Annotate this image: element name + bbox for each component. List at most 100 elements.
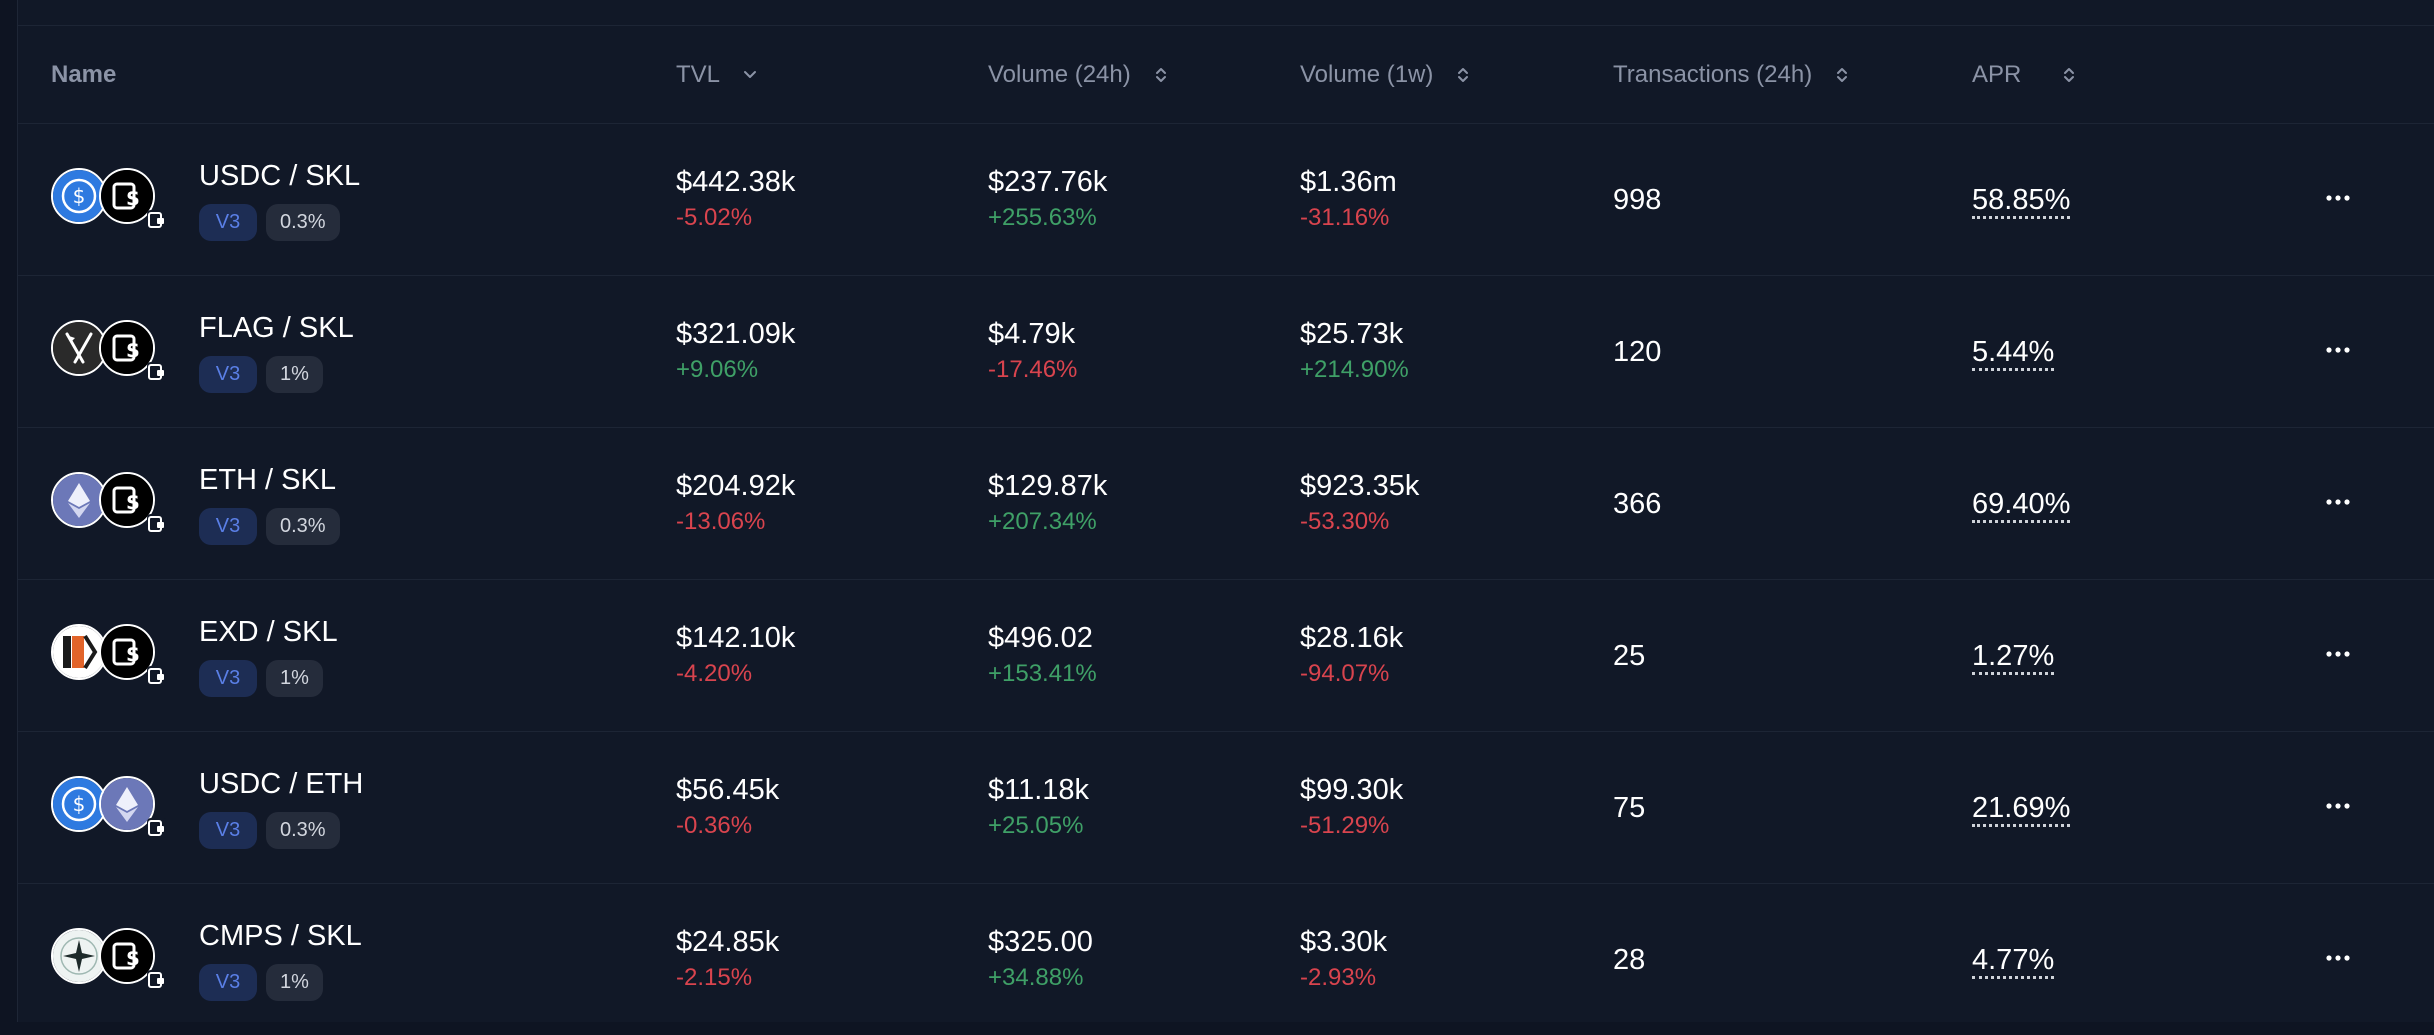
table-row[interactable]: S FLAG / SKL V3 1% $321.09k +9.06% $4.79… bbox=[18, 276, 2434, 428]
chain-icon bbox=[147, 818, 167, 838]
apr-value[interactable]: 58.85% bbox=[1972, 184, 2071, 219]
fee-badge: 0.3% bbox=[266, 508, 340, 545]
version-badge: V3 bbox=[199, 508, 257, 545]
chain-icon bbox=[147, 210, 167, 230]
ellipsis-icon bbox=[2326, 195, 2350, 201]
apr-value[interactable]: 1.27% bbox=[1972, 640, 2055, 675]
svg-text:$: $ bbox=[73, 184, 86, 208]
sort-icon bbox=[1832, 65, 1852, 85]
transactions-24h-value: 998 bbox=[1613, 184, 1662, 216]
tvl-change: -2.15% bbox=[676, 964, 753, 991]
table-top-border bbox=[18, 0, 2434, 26]
token-pair-icons: S bbox=[51, 320, 167, 386]
svg-text:S: S bbox=[126, 948, 140, 970]
svg-text:S: S bbox=[126, 188, 140, 210]
header-name: Name bbox=[51, 26, 116, 123]
chain-icon bbox=[147, 514, 167, 534]
fee-badge: 0.3% bbox=[266, 812, 340, 849]
volume-1w-value: $25.73k bbox=[1300, 318, 1404, 350]
table-row[interactable]: S ETH / SKL V3 0.3% $204.92k -13.06% $12… bbox=[18, 428, 2434, 580]
volume-24h-change: +207.34% bbox=[988, 508, 1097, 535]
transactions-24h-value: 366 bbox=[1613, 488, 1662, 520]
more-options-button[interactable] bbox=[2318, 638, 2358, 670]
svg-text:S: S bbox=[126, 644, 140, 666]
tvl-value: $24.85k bbox=[676, 926, 780, 958]
eth-icon bbox=[99, 776, 155, 832]
table-row[interactable]: $ S USDC / SKL V3 0.3% $442.38k -5.02% $… bbox=[18, 124, 2434, 276]
volume-24h-value: $11.18k bbox=[988, 774, 1090, 806]
table-row[interactable]: $ USDC / ETH V3 0.3% $56.45k -0.36% $11.… bbox=[18, 732, 2434, 884]
apr-value[interactable]: 69.40% bbox=[1972, 488, 2071, 523]
svg-text:S: S bbox=[126, 340, 140, 362]
tvl-value: $142.10k bbox=[676, 622, 796, 654]
more-options-button[interactable] bbox=[2318, 334, 2358, 366]
version-badge: V3 bbox=[199, 660, 257, 697]
header-tvl[interactable]: TVL bbox=[676, 26, 760, 123]
token-pair-icons: S bbox=[51, 928, 167, 994]
skl-icon: S bbox=[99, 472, 155, 528]
more-options-button[interactable] bbox=[2318, 942, 2358, 974]
svg-text:S: S bbox=[126, 492, 140, 514]
volume-24h-change: +25.05% bbox=[988, 812, 1084, 839]
volume-24h-change: +255.63% bbox=[988, 204, 1097, 231]
header-apr-label: APR bbox=[1972, 60, 2022, 88]
more-options-button[interactable] bbox=[2318, 790, 2358, 822]
volume-1w-value: $923.35k bbox=[1300, 470, 1420, 502]
volume-24h-value: $4.79k bbox=[988, 318, 1076, 350]
apr-value[interactable]: 5.44% bbox=[1972, 336, 2055, 371]
tvl-change: -0.36% bbox=[676, 812, 753, 839]
volume-1w-change: -2.93% bbox=[1300, 964, 1377, 991]
volume-1w-value: $28.16k bbox=[1300, 622, 1404, 654]
more-options-button[interactable] bbox=[2318, 182, 2358, 214]
sort-icon bbox=[1453, 65, 1473, 85]
apr-value[interactable]: 4.77% bbox=[1972, 944, 2055, 979]
volume-24h-value: $325.00 bbox=[988, 926, 1093, 958]
header-transactions-24h[interactable]: Transactions (24h) bbox=[1613, 26, 1852, 123]
table-row[interactable]: S EXD / SKL V3 1% $142.10k -4.20% $496.0… bbox=[18, 580, 2434, 732]
volume-1w-change: -31.16% bbox=[1300, 204, 1390, 231]
tvl-value: $56.45k bbox=[676, 774, 780, 806]
chain-icon bbox=[147, 970, 167, 990]
skl-icon: S bbox=[99, 320, 155, 376]
more-options-button[interactable] bbox=[2318, 486, 2358, 518]
token-pair-icons: $ S bbox=[51, 168, 167, 234]
pair-name: USDC / ETH bbox=[199, 768, 364, 800]
volume-1w-value: $3.30k bbox=[1300, 926, 1388, 958]
transactions-24h-value: 28 bbox=[1613, 944, 1646, 976]
volume-24h-change: -17.46% bbox=[988, 356, 1078, 383]
svg-text:$: $ bbox=[73, 792, 86, 816]
ellipsis-icon bbox=[2326, 651, 2350, 657]
header-volume-24h[interactable]: Volume (24h) bbox=[988, 26, 1171, 123]
tvl-change: -13.06% bbox=[676, 508, 766, 535]
volume-1w-change: -94.07% bbox=[1300, 660, 1390, 687]
table-header: Name TVL Volume (24h) Volume (1w) Transa… bbox=[18, 26, 2434, 124]
skl-icon: S bbox=[99, 168, 155, 224]
header-name-label: Name bbox=[51, 60, 117, 88]
usdc-icon: $ bbox=[51, 168, 107, 224]
fee-badge: 0.3% bbox=[266, 204, 340, 241]
tvl-change: -4.20% bbox=[676, 660, 753, 687]
header-apr[interactable]: APR bbox=[1972, 26, 2079, 123]
pair-name: ETH / SKL bbox=[199, 464, 336, 496]
header-volume-1w[interactable]: Volume (1w) bbox=[1300, 26, 1473, 123]
chevron-down-icon bbox=[740, 65, 760, 85]
pair-name: USDC / SKL bbox=[199, 160, 361, 192]
transactions-24h-value: 120 bbox=[1613, 336, 1662, 368]
version-badge: V3 bbox=[199, 812, 257, 849]
chain-icon bbox=[147, 362, 167, 382]
tvl-change: +9.06% bbox=[676, 356, 759, 383]
version-badge: V3 bbox=[199, 204, 257, 241]
sort-icon bbox=[1151, 65, 1171, 85]
token-pair-icons: $ bbox=[51, 776, 167, 842]
ellipsis-icon bbox=[2326, 347, 2350, 353]
volume-1w-value: $99.30k bbox=[1300, 774, 1404, 806]
apr-value[interactable]: 21.69% bbox=[1972, 792, 2071, 827]
sort-icon bbox=[2059, 65, 2079, 85]
exd-icon bbox=[51, 624, 107, 680]
volume-24h-value: $129.87k bbox=[988, 470, 1108, 502]
volume-24h-value: $496.02 bbox=[988, 622, 1093, 654]
table-row[interactable]: S CMPS / SKL V3 1% $24.85k -2.15% $325.0… bbox=[18, 884, 2434, 1035]
ellipsis-icon bbox=[2326, 499, 2350, 505]
ellipsis-icon bbox=[2326, 955, 2350, 961]
version-badge: V3 bbox=[199, 964, 257, 1001]
